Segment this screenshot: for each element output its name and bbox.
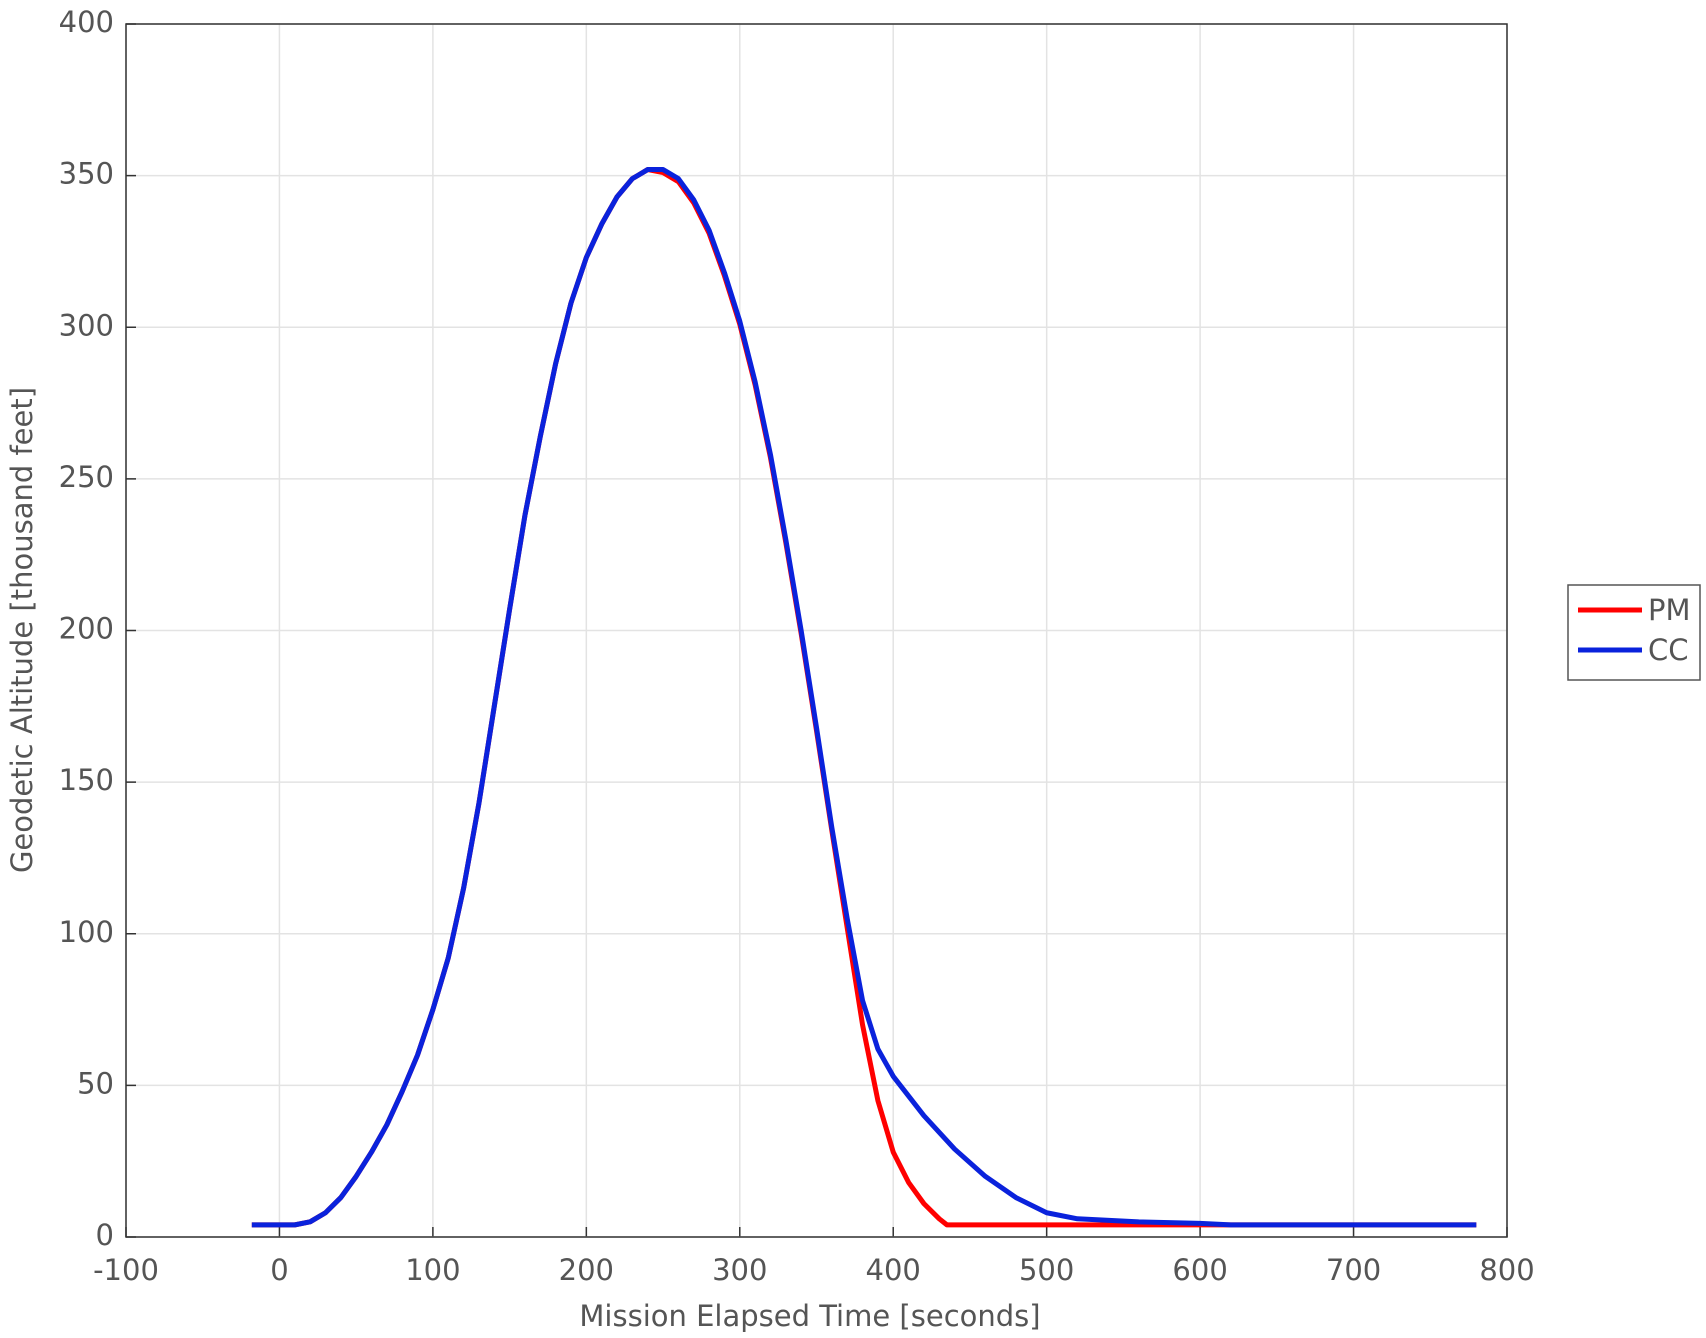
x-tick-label: 600 [1172, 1253, 1227, 1287]
legend-label: CC [1648, 633, 1689, 667]
y-tick-label: 350 [59, 157, 114, 191]
x-tick-label: 200 [559, 1253, 614, 1287]
x-tick-label: 500 [1019, 1253, 1074, 1287]
x-tick-label: 0 [270, 1253, 288, 1287]
x-tick-label: 100 [405, 1253, 460, 1287]
y-tick-label: 150 [59, 763, 114, 797]
y-tick-label: 200 [59, 612, 114, 646]
y-tick-label: 50 [77, 1066, 114, 1100]
legend-label: PM [1648, 593, 1691, 627]
y-tick-label: 300 [59, 308, 114, 342]
x-axis-label: Mission Elapsed Time [seconds] [579, 1299, 1040, 1333]
y-tick-label: 400 [59, 5, 114, 39]
x-tick-label: -100 [93, 1253, 159, 1287]
y-tick-label: 100 [59, 915, 114, 949]
x-tick-label: 700 [1326, 1253, 1381, 1287]
plot-frame [125, 23, 1508, 1238]
x-tick-label: 300 [712, 1253, 767, 1287]
series-line [251, 167, 1477, 1228]
y-axis-label: Geodetic Altitude [thousand feet] [5, 387, 39, 873]
y-tick-label: 250 [59, 460, 114, 494]
y-tick-label: 0 [96, 1218, 114, 1252]
x-tick-label: 800 [1479, 1253, 1534, 1287]
legend-box [1567, 584, 1701, 681]
x-tick-label: 400 [866, 1253, 921, 1287]
